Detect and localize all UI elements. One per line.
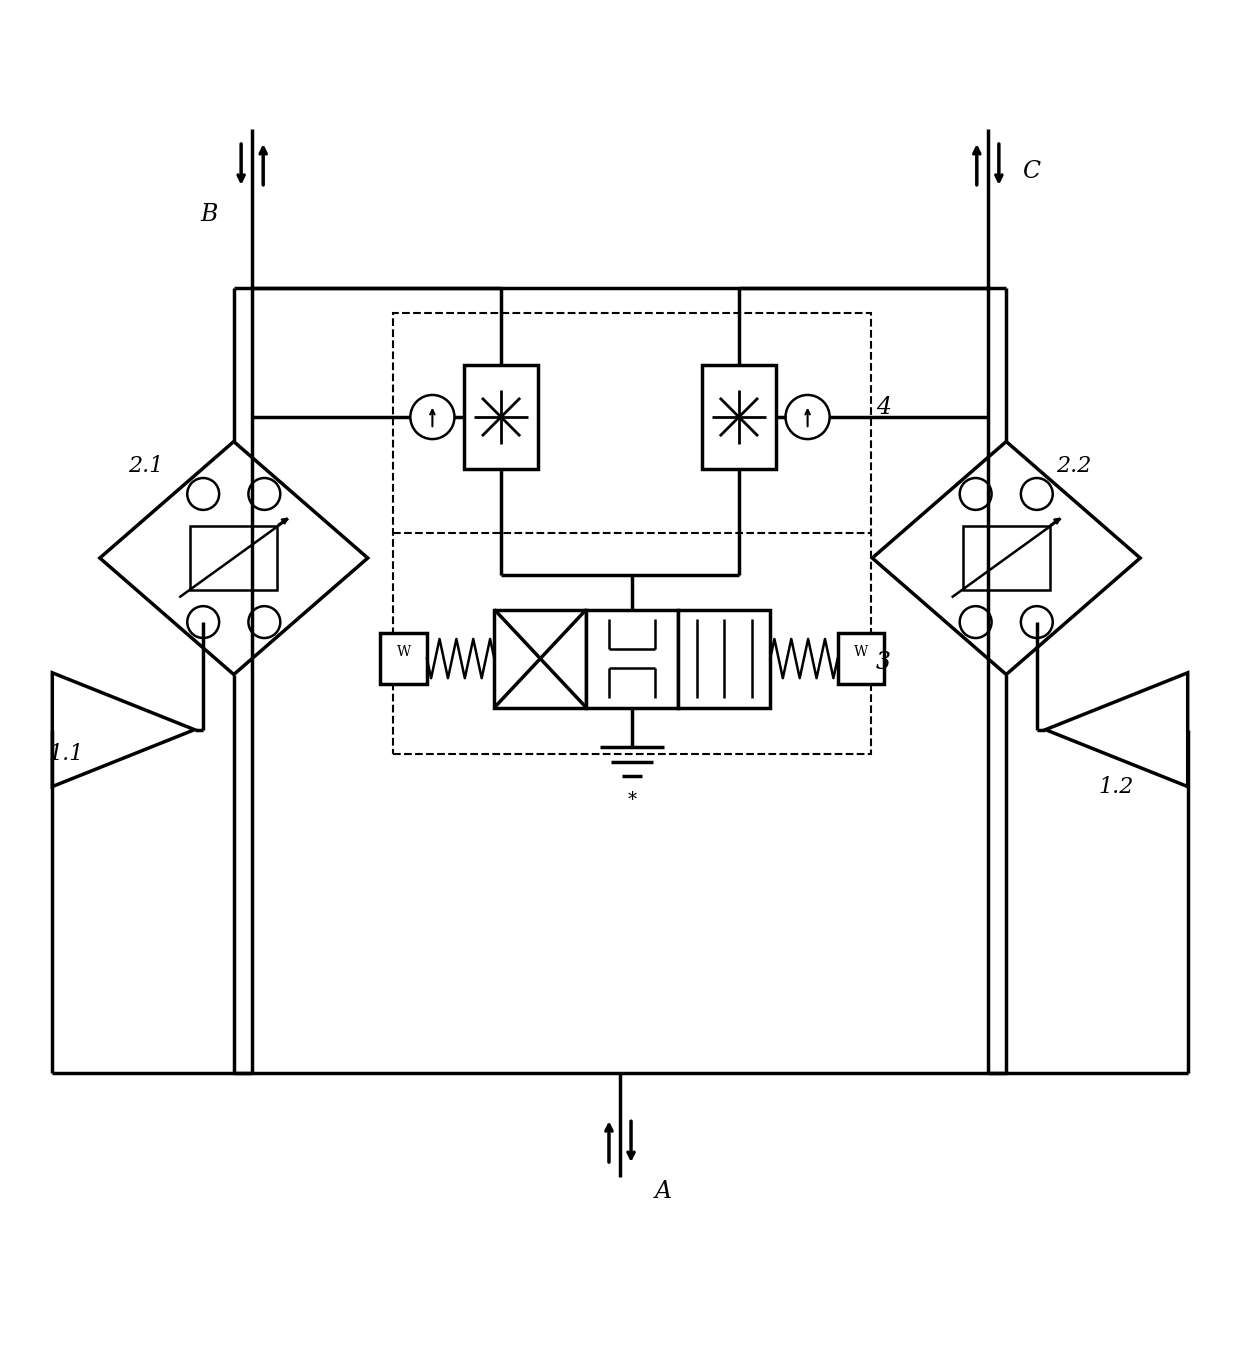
Text: W: W: [397, 645, 410, 660]
Circle shape: [960, 478, 992, 510]
Circle shape: [248, 478, 280, 510]
Bar: [587, 610, 678, 708]
Bar: [678, 610, 770, 708]
Bar: [464, 366, 538, 469]
Bar: [702, 366, 776, 469]
Text: *: *: [627, 791, 637, 808]
Text: 2.1: 2.1: [128, 455, 164, 478]
Text: C: C: [1022, 161, 1040, 183]
Text: 1.2: 1.2: [1099, 776, 1135, 799]
Text: 3: 3: [877, 650, 892, 673]
Bar: [393, 313, 872, 754]
Circle shape: [187, 478, 219, 510]
Text: A: A: [655, 1180, 671, 1203]
Circle shape: [248, 606, 280, 638]
Circle shape: [960, 606, 992, 638]
Bar: [495, 610, 587, 708]
Bar: [190, 526, 278, 590]
Circle shape: [785, 395, 830, 438]
Text: 4: 4: [877, 395, 892, 418]
Circle shape: [1021, 478, 1053, 510]
Text: B: B: [201, 204, 218, 227]
Text: W: W: [854, 645, 868, 660]
Text: 2.2: 2.2: [1056, 455, 1091, 478]
Circle shape: [1021, 606, 1053, 638]
Circle shape: [410, 395, 455, 438]
Text: 1.1: 1.1: [48, 743, 83, 765]
Bar: [381, 633, 427, 684]
Bar: [838, 633, 884, 684]
Circle shape: [187, 606, 219, 638]
Bar: [962, 526, 1050, 590]
